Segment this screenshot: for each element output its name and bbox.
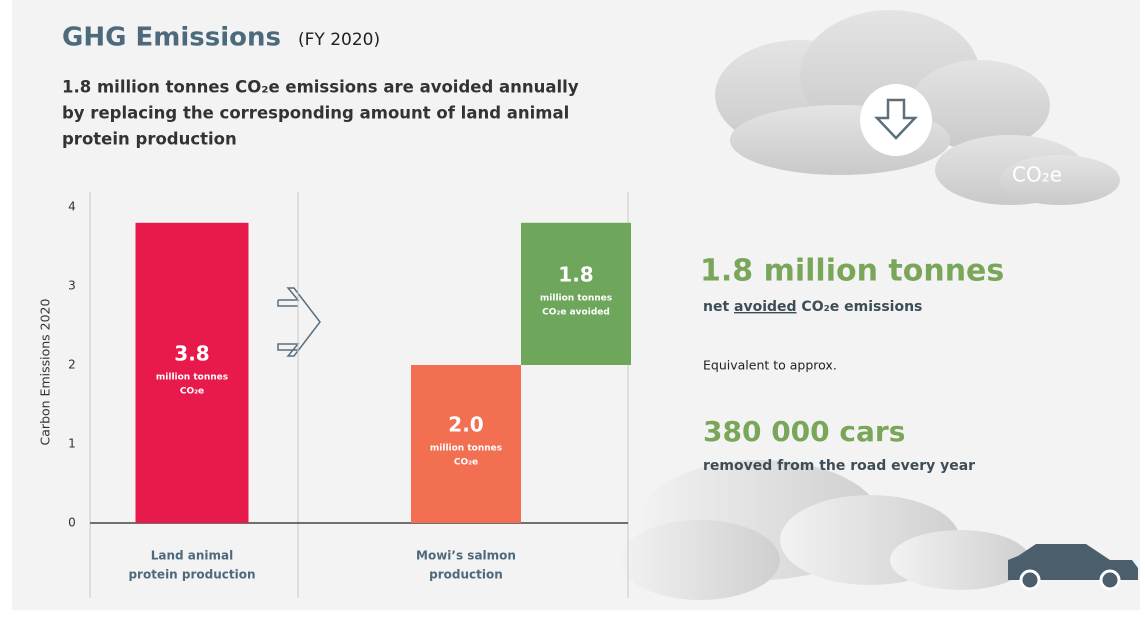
unit-label: million tonnes bbox=[156, 372, 228, 382]
unit-label: CO₂e bbox=[454, 458, 478, 468]
down-arrow-icon bbox=[860, 84, 932, 156]
y-tick-label: 4 bbox=[68, 200, 76, 214]
text: avoided bbox=[734, 299, 797, 315]
y-tick-label: 0 bbox=[68, 516, 76, 530]
unit-label: million tonnes bbox=[430, 444, 502, 454]
subtitle: (FY 2020) bbox=[298, 30, 380, 50]
bar bbox=[135, 222, 249, 524]
y-tick-label: 2 bbox=[68, 358, 76, 372]
y-tick-label: 1 bbox=[68, 437, 76, 451]
cloud bbox=[715, 10, 1120, 205]
cars-sub: removed from the road every year bbox=[703, 458, 975, 474]
chart: 0 1 2 3 4 Carbon Emissions 2020 Land animal pro… bbox=[38, 192, 631, 598]
y-tick-label: 3 bbox=[68, 279, 76, 293]
x-tick-label: Mowi’s salmon bbox=[416, 549, 516, 563]
x-tick-label: production bbox=[429, 568, 503, 582]
text: net bbox=[703, 299, 734, 315]
bar bbox=[411, 365, 521, 523]
arrow bbox=[277, 287, 321, 357]
lead-line: by replacing the corresponding amount of… bbox=[62, 104, 569, 123]
x-tick-label: protein production bbox=[128, 568, 255, 582]
headline: 1.8 million tonnes bbox=[700, 254, 1004, 289]
lead-line: 1.8 million tonnes CO₂e emissions are av… bbox=[62, 78, 579, 97]
lead-line: protein production bbox=[62, 130, 237, 149]
unit-label: CO₂e bbox=[180, 386, 204, 396]
text: CO₂e emissions bbox=[797, 299, 923, 315]
unit-label: million tonnes bbox=[540, 293, 612, 303]
cloud-label: CO₂e bbox=[1012, 163, 1062, 187]
lead: 1.8 million tonnes CO₂e emissions are av… bbox=[62, 78, 579, 149]
smoke bbox=[620, 460, 1030, 600]
equivalent: Equivalent to approx. bbox=[703, 358, 837, 373]
headline-sub: net avoided CO₂e emissions bbox=[703, 299, 922, 315]
bar bbox=[521, 222, 631, 365]
y-axis-label: Carbon Emissions 2020 bbox=[38, 298, 53, 445]
x-tick-label: Land animal bbox=[151, 549, 234, 563]
value-label: 1.8 bbox=[558, 262, 593, 286]
car-icon bbox=[1008, 544, 1138, 591]
cars: 380 000 cars bbox=[703, 415, 905, 448]
title: GHG Emissions bbox=[62, 23, 281, 53]
value-label: 2.0 bbox=[448, 413, 483, 437]
value-label: 3.8 bbox=[174, 341, 209, 365]
unit-label: CO₂e avoided bbox=[542, 307, 610, 317]
